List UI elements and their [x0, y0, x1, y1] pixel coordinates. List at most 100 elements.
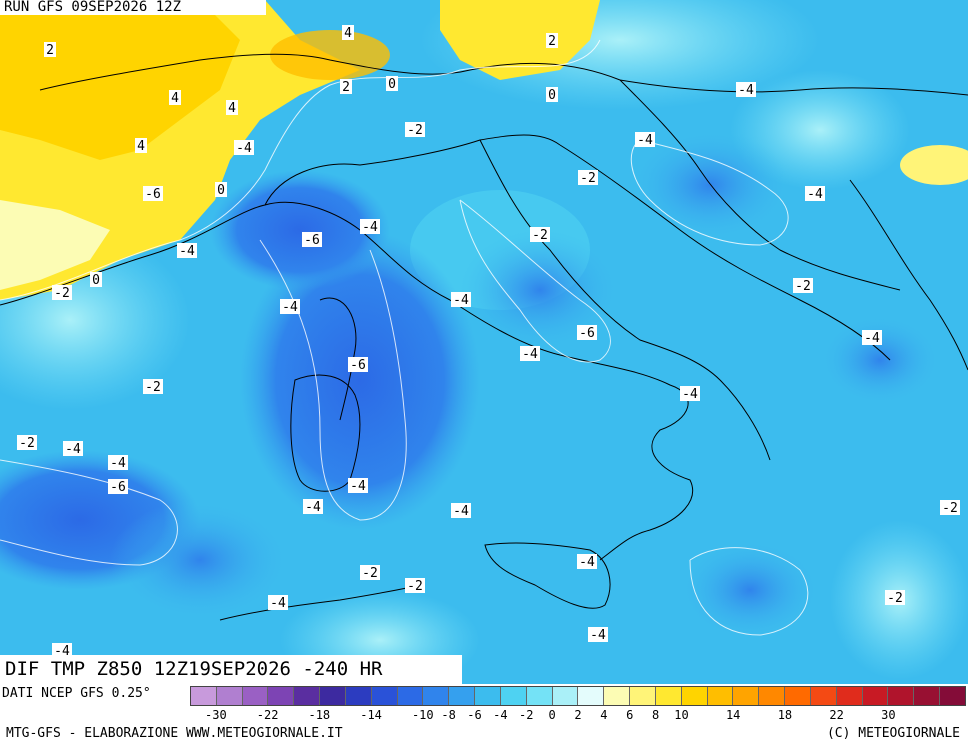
- svg-text:-2: -2: [887, 591, 903, 606]
- coastline-africa: [219, 584, 421, 621]
- anomaly-zone-negative: [630, 130, 790, 240]
- legend-tick-label: -8: [441, 708, 456, 722]
- contour-value-label: -6: [108, 479, 128, 495]
- legend-swatch: [578, 687, 605, 705]
- legend-tick-label: 0: [548, 708, 556, 722]
- contour-value-label: -2: [52, 285, 72, 301]
- svg-text:-4: -4: [864, 331, 880, 346]
- contour-value-label: 2: [340, 79, 352, 95]
- legend-swatch: [345, 687, 372, 705]
- legend-swatch: [268, 687, 295, 705]
- legend-tick-label: 30: [881, 708, 896, 722]
- contour-value-label: -6: [302, 232, 322, 248]
- svg-text:-4: -4: [579, 555, 595, 570]
- contour-value-label: -2: [17, 435, 37, 451]
- svg-text:-4: -4: [65, 442, 81, 457]
- isotherm-minus-four: [630, 139, 789, 246]
- map-title: DIF TMP Z850 12Z19SEP2026 -240 HR: [0, 655, 462, 684]
- legend-swatch: [888, 687, 915, 705]
- svg-text:-4: -4: [350, 479, 366, 494]
- contour-value-label: -2: [793, 278, 813, 294]
- contour-value-label: -4: [451, 503, 471, 519]
- legend-swatch: [630, 687, 656, 705]
- svg-text:0: 0: [217, 183, 225, 198]
- anomaly-zone-negative: [680, 540, 820, 640]
- svg-text:4: 4: [344, 26, 352, 41]
- svg-text:4: 4: [228, 101, 236, 116]
- legend-tick-label: -18: [308, 708, 331, 722]
- contour-value-label: -6: [577, 325, 597, 341]
- anomaly-zone-negative: [460, 230, 620, 350]
- svg-text:-2: -2: [532, 228, 548, 243]
- coastline-sicily: [484, 542, 611, 609]
- svg-text:-4: -4: [453, 293, 469, 308]
- temperature-anomaly-map: 2 4 4 4 2 0 2 -4 0 4 0 -2 -4 -4 -2 -6 -4 -4 -2 -4 0 -2 -6 -4 -4 -…: [0, 0, 968, 684]
- anomaly-zone-negative: [110, 500, 290, 620]
- svg-text:-4: -4: [362, 220, 378, 235]
- isotherm-zero: [0, 39, 601, 301]
- svg-text:-4: -4: [270, 596, 286, 611]
- svg-text:-2: -2: [19, 436, 35, 451]
- credit-left: MTG-GFS - ELABORAZIONE WWW.METEOGIORNALE…: [6, 726, 343, 741]
- svg-text:-6: -6: [145, 187, 161, 202]
- contour-value-label: 4: [342, 25, 354, 41]
- legend-swatch: [733, 687, 760, 705]
- coastline-corsica: [319, 297, 357, 421]
- contour-value-label: -4: [348, 478, 368, 494]
- legend-tick-label: 18: [777, 708, 793, 722]
- coastlines: [0, 53, 968, 621]
- svg-text:-6: -6: [304, 233, 320, 248]
- contour-value-label: -2: [143, 379, 163, 395]
- legend-swatch: [371, 687, 398, 705]
- legend-swatch: [655, 687, 682, 705]
- contour-value-label: 0: [90, 272, 102, 288]
- svg-text:-2: -2: [362, 566, 378, 581]
- legend-swatch: [423, 687, 450, 705]
- contour-value-label: -4: [63, 441, 83, 457]
- legend-swatch: [836, 687, 863, 705]
- data-source: DATI NCEP GFS 0.25°: [2, 686, 151, 701]
- legend-swatch: [449, 687, 476, 705]
- svg-text:-4: -4: [305, 500, 321, 515]
- legend-swatch: [242, 687, 269, 705]
- anomaly-zone-negative: [210, 170, 390, 290]
- legend-ticks: -30 -22 -18 -14 -10 -8 -6 -4 -2 0 2 4 6 8 10 14 18 22 30: [190, 708, 966, 722]
- coastline-north: [264, 134, 561, 206]
- svg-text:-2: -2: [942, 501, 958, 516]
- color-legend: [190, 686, 966, 706]
- contour-value-label: 2: [546, 33, 558, 49]
- svg-text:-4: -4: [522, 347, 538, 362]
- contour-value-label: 0: [546, 87, 558, 103]
- svg-text:-2: -2: [407, 579, 423, 594]
- svg-text:-6: -6: [350, 358, 366, 373]
- svg-text:-4: -4: [236, 141, 252, 156]
- svg-text:0: 0: [92, 273, 100, 288]
- anomaly-zone-positive: [900, 145, 968, 185]
- legend-tick-label: -10: [411, 708, 434, 722]
- contour-value-label: -4: [268, 595, 288, 611]
- contour-value-label: -4: [736, 82, 756, 98]
- isotherm-contours: [0, 39, 809, 636]
- legend-tick-label: -22: [256, 708, 279, 722]
- legend-swatch: [475, 687, 501, 705]
- coastline-balkans: [559, 144, 891, 361]
- svg-text:-2: -2: [54, 286, 70, 301]
- legend-swatch: [810, 687, 837, 705]
- svg-text:2: 2: [46, 43, 54, 58]
- contour-value-label: -4: [303, 499, 323, 515]
- contour-value-label: -2: [405, 122, 425, 138]
- legend-swatch: [526, 687, 553, 705]
- legend-swatch: [862, 687, 889, 705]
- legend-swatch: [785, 687, 811, 705]
- contour-value-label: -2: [885, 590, 905, 606]
- isotherm-minus-four: [0, 459, 178, 566]
- svg-text:-6: -6: [579, 326, 595, 341]
- legend-tick-label: 10: [674, 708, 689, 722]
- legend-tick-label: 14: [725, 708, 741, 722]
- border-alps: [39, 53, 968, 96]
- coastline-mainland: [0, 201, 694, 561]
- svg-text:-6: -6: [110, 480, 126, 495]
- legend-swatch: [604, 687, 631, 705]
- legend-tick-label: 6: [626, 708, 634, 722]
- legend-swatch: [294, 687, 321, 705]
